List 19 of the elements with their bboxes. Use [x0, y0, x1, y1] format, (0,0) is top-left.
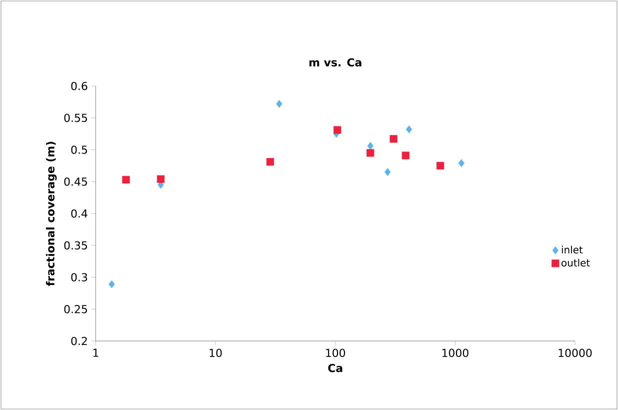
y-tick-label: 0.55 — [64, 114, 87, 122]
y-tick-label: 0.2 — [71, 336, 87, 346]
chart-title: m vs. Ca — [309, 58, 362, 67]
x-axis-title: Ca — [328, 364, 342, 372]
y-axis-title: fractional coverage (m) — [46, 142, 57, 286]
y-tick-label: 0.45 — [64, 177, 87, 186]
y-tick-label: 0.35 — [64, 241, 87, 250]
x-tick-label: 10000 — [558, 348, 592, 358]
y-tick-label: 0.6 — [71, 82, 88, 90]
x-tick-label: 1000 — [442, 348, 468, 358]
x-tick-label: 1 — [93, 348, 98, 357]
y-tick-label: 0.4 — [71, 209, 88, 218]
x-tick-label: 100 — [326, 348, 346, 358]
y-tick-label: 0.25 — [64, 304, 87, 314]
legend-label: inlet — [562, 246, 583, 254]
legend-label: outlet — [562, 258, 590, 267]
y-tick-label: 0.3 — [71, 273, 88, 282]
y-tick-label: 0.5 — [71, 146, 87, 154]
x-tick-label: 10 — [210, 348, 222, 358]
